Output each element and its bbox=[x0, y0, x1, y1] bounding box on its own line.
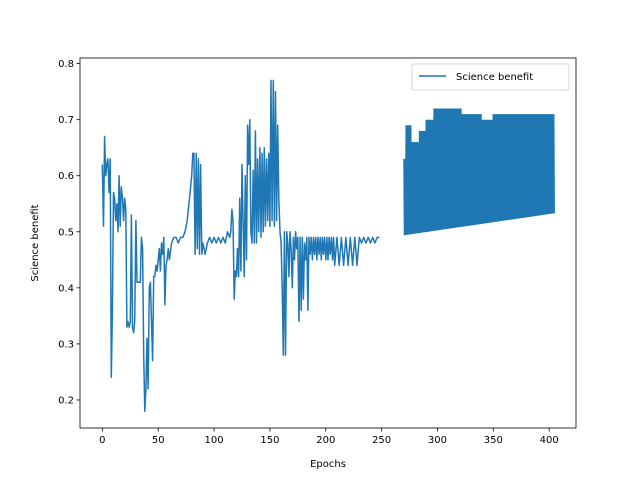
y-axis: 0.2 0.3 0.4 0.5 0.6 0.7 0.8 bbox=[58, 59, 80, 406]
y-tick-label: 0.6 bbox=[58, 171, 74, 182]
x-axis: 0 50 100 150 200 250 300 350 400 bbox=[99, 428, 559, 446]
plot-frame bbox=[79, 57, 577, 429]
science-benefit-oscillation-band bbox=[403, 108, 555, 236]
x-tick-label: 300 bbox=[428, 435, 447, 446]
legend-box bbox=[411, 63, 570, 91]
x-tick-label: 50 bbox=[152, 435, 165, 446]
x-tick-label: 350 bbox=[484, 435, 503, 446]
x-tick-label: 250 bbox=[372, 435, 391, 446]
y-tick-label: 0.5 bbox=[58, 227, 74, 238]
band-oscillation-line bbox=[403, 108, 555, 236]
x-axis-label: Epochs bbox=[310, 459, 346, 470]
x-tick-label: 200 bbox=[316, 435, 335, 446]
y-tick-label: 0.7 bbox=[58, 115, 74, 126]
series-line-science-benefit bbox=[101, 79, 380, 412]
y-tick-label: 0.2 bbox=[58, 395, 74, 406]
y-tick-label: 0.3 bbox=[58, 339, 74, 350]
x-tick-label: 100 bbox=[205, 435, 224, 446]
x-tick-label: 0 bbox=[99, 435, 105, 446]
legend: Science benefit bbox=[411, 63, 570, 91]
x-tick-label: 400 bbox=[540, 435, 559, 446]
y-tick-label: 0.4 bbox=[58, 283, 74, 294]
x-tick-label: 150 bbox=[260, 435, 279, 446]
y-axis-label: Science benefit bbox=[30, 204, 41, 281]
legend-label: Science benefit bbox=[456, 72, 533, 83]
y-tick-label: 0.8 bbox=[58, 59, 74, 70]
